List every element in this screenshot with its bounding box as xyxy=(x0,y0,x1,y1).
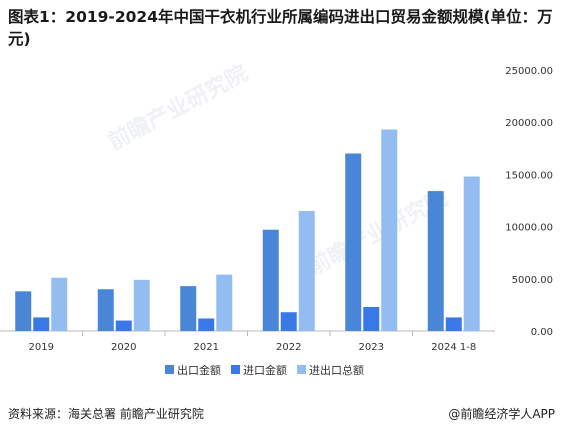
legend-entry: 进出口总额 xyxy=(309,363,364,377)
bar-1 xyxy=(97,289,114,331)
bar-2 xyxy=(33,317,50,331)
legend-entry: 进口金额 xyxy=(243,363,287,377)
bar-1 xyxy=(427,191,444,331)
bar-1 xyxy=(15,291,32,331)
bar-3 xyxy=(298,210,315,331)
y-tick-label: 0.00 xyxy=(531,327,553,338)
bar-3 xyxy=(463,176,480,331)
y-tick-label: 10000.00 xyxy=(505,223,553,234)
source-note: 资料来源：海关总署 前瞻产业研究院 xyxy=(8,407,204,421)
chart-title: 图表1：2019-2024年中国干衣机行业所属编码进出口贸易金额规模(单位：万元… xyxy=(8,8,553,48)
x-tick-label: 2020 xyxy=(111,342,136,353)
bar-1 xyxy=(345,153,362,331)
legend-swatch xyxy=(297,365,306,374)
bar-1 xyxy=(262,229,279,331)
x-tick-label: 2021 xyxy=(194,342,219,353)
bar-2 xyxy=(115,320,132,331)
x-tick-label: 2022 xyxy=(276,342,301,353)
legend-swatch xyxy=(231,365,240,374)
y-tick-label: 5000.00 xyxy=(512,275,553,286)
x-tick-label: 2019 xyxy=(29,342,54,353)
bar-3 xyxy=(381,129,398,331)
bar-2 xyxy=(198,318,215,331)
bar-2 xyxy=(445,317,462,331)
bar-3 xyxy=(51,277,68,331)
x-tick-label: 2024 1-8 xyxy=(431,342,476,353)
bar-2 xyxy=(280,312,297,331)
y-tick-label: 20000.00 xyxy=(505,118,553,129)
brand-label: @前瞻经济学人APP xyxy=(448,407,555,421)
bar-2 xyxy=(363,306,380,331)
x-tick-label: 2023 xyxy=(359,342,384,353)
y-tick-label: 25000.00 xyxy=(505,66,553,77)
bar-3 xyxy=(133,279,150,331)
legend-entry: 出口金额 xyxy=(177,363,221,377)
bar-3 xyxy=(216,274,233,331)
y-tick-label: 15000.00 xyxy=(505,170,553,181)
bar-1 xyxy=(180,286,197,331)
legend-swatch xyxy=(165,365,174,374)
